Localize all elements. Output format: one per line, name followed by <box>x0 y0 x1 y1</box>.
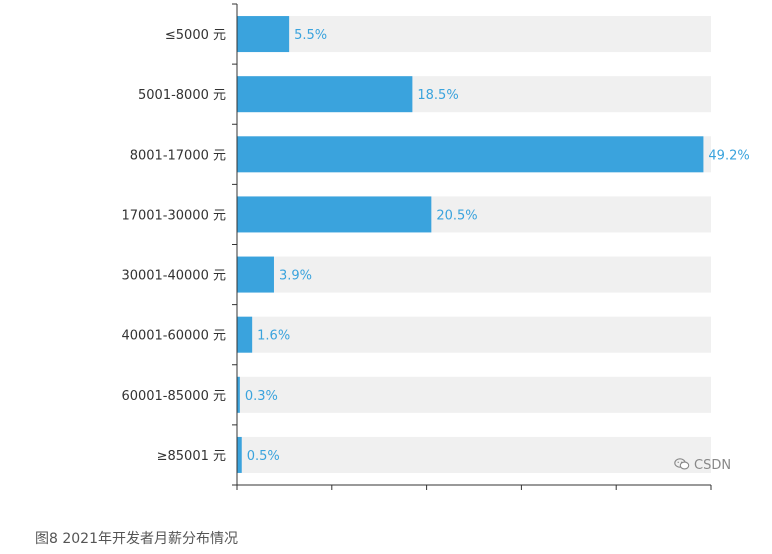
wechat-icon <box>674 458 690 470</box>
category-label: 17001-30000 元 <box>121 208 226 223</box>
bar <box>237 16 290 53</box>
category-label: 5001-8000 元 <box>138 88 226 103</box>
bar <box>237 256 274 293</box>
bar <box>237 316 253 353</box>
value-label: 49.2% <box>708 148 749 163</box>
bar <box>237 196 432 233</box>
bar-track <box>237 256 711 293</box>
value-label: 20.5% <box>436 208 477 223</box>
bar-track <box>237 436 711 473</box>
figure-caption: 图8 2021年开发者月薪分布情况 <box>35 531 238 547</box>
value-label: 0.5% <box>247 449 280 464</box>
category-label: 60001-85000 元 <box>121 389 226 404</box>
value-label: 18.5% <box>417 88 458 103</box>
value-label: 3.9% <box>279 269 312 284</box>
bar-track <box>237 376 711 413</box>
bar <box>237 136 704 173</box>
bar <box>237 76 413 113</box>
category-label: ≤5000 元 <box>165 28 226 43</box>
bar-track <box>237 16 711 53</box>
category-label: ≥85001 元 <box>157 449 226 464</box>
bar <box>237 376 240 413</box>
csdn-watermark: CSDN <box>674 458 731 473</box>
bar <box>237 436 242 473</box>
category-label: 30001-40000 元 <box>121 269 226 284</box>
value-label: 0.3% <box>245 389 278 404</box>
value-label: 1.6% <box>257 329 290 344</box>
watermark-text: CSDN <box>694 458 732 473</box>
category-label: 40001-60000 元 <box>121 329 226 344</box>
bar-track <box>237 316 711 353</box>
category-label: 8001-17000 元 <box>130 148 226 163</box>
value-label: 5.5% <box>294 28 327 43</box>
salary-bar-chart: ≤5000 元 5.5% 5001-8000 元 18.5% 8001-17000 元 4… <box>121 3 750 490</box>
